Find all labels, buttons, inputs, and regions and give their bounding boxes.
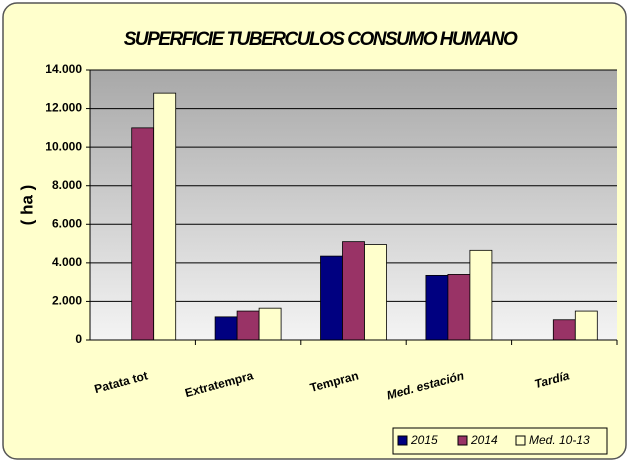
legend-label: 2015: [410, 433, 438, 447]
y-tick-label: 14.000: [45, 62, 82, 76]
legend-swatch: [397, 435, 408, 446]
legend-swatch: [457, 435, 468, 446]
bar: [320, 255, 343, 341]
bar: [153, 92, 177, 341]
y-tick-label: 10.000: [45, 139, 82, 153]
legend-label: Med. 10-13: [529, 433, 590, 447]
bar: [258, 307, 282, 341]
bar: [236, 310, 260, 341]
y-tick-label: 6.000: [52, 216, 82, 230]
legend-swatch: [515, 435, 526, 446]
bar: [342, 241, 365, 341]
bar: [552, 319, 576, 341]
y-tick-label: 12.000: [45, 101, 82, 115]
bar: [214, 316, 238, 341]
y-tick-label: 0: [75, 332, 82, 346]
y-axis-label: ( ha ): [17, 185, 36, 226]
bar: [574, 310, 598, 341]
chart-title: SUPERFICIE TUBERCULOS CONSUMO HUMANO: [124, 29, 518, 50]
bar: [364, 244, 387, 341]
y-tick-label: 4.000: [52, 255, 82, 269]
bar: [425, 274, 449, 341]
bar: [469, 249, 493, 341]
bar: [447, 274, 471, 341]
y-tick-label: 8.000: [52, 178, 82, 192]
bar: [131, 127, 155, 341]
legend-label: 2014: [470, 433, 498, 447]
legend: [392, 427, 608, 455]
y-tick-label: 2.000: [52, 294, 82, 308]
